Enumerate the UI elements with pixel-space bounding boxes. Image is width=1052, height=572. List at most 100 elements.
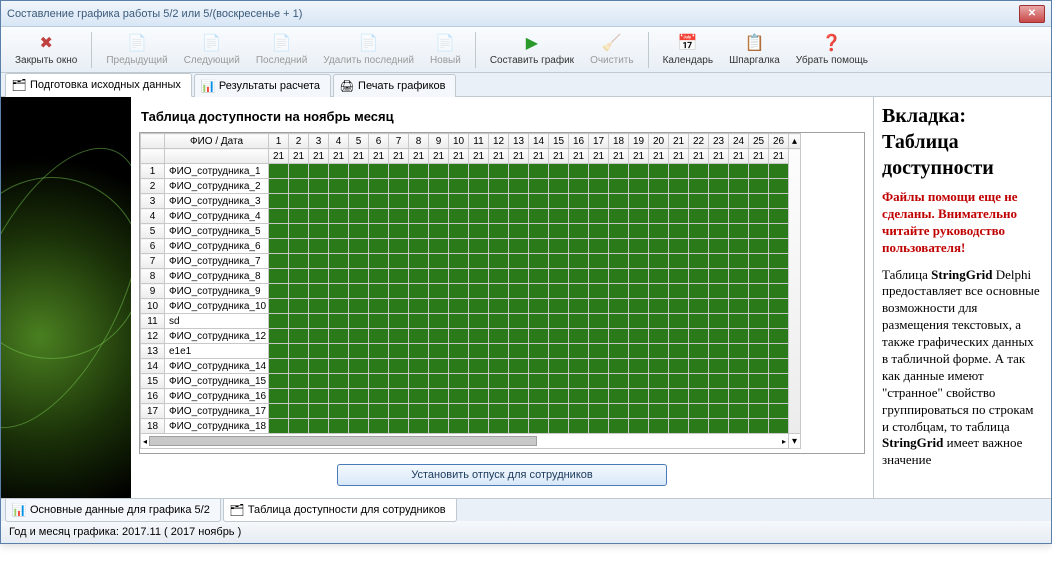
availability-cell[interactable] (309, 419, 329, 434)
availability-cell[interactable] (409, 254, 429, 269)
availability-cell[interactable] (409, 209, 429, 224)
availability-cell[interactable] (529, 374, 549, 389)
fio-cell[interactable]: ФИО_сотрудника_9 (165, 284, 269, 299)
availability-cell[interactable] (689, 254, 709, 269)
availability-cell[interactable] (469, 344, 489, 359)
availability-cell[interactable] (369, 344, 389, 359)
availability-cell[interactable] (769, 389, 789, 404)
availability-cell[interactable] (409, 359, 429, 374)
availability-cell[interactable] (349, 269, 369, 284)
availability-cell[interactable] (589, 194, 609, 209)
availability-cell[interactable] (509, 314, 529, 329)
availability-cell[interactable] (549, 389, 569, 404)
availability-cell[interactable] (649, 179, 669, 194)
availability-cell[interactable] (429, 284, 449, 299)
availability-cell[interactable] (509, 329, 529, 344)
availability-cell[interactable] (449, 224, 469, 239)
availability-cell[interactable] (589, 269, 609, 284)
availability-cell[interactable] (329, 359, 349, 374)
availability-cell[interactable] (529, 314, 549, 329)
availability-cell[interactable] (629, 269, 649, 284)
availability-cell[interactable] (529, 209, 549, 224)
availability-cell[interactable] (389, 269, 409, 284)
availability-cell[interactable] (389, 314, 409, 329)
availability-cell[interactable] (589, 389, 609, 404)
availability-cell[interactable] (669, 239, 689, 254)
availability-cell[interactable] (269, 269, 289, 284)
availability-cell[interactable] (629, 389, 649, 404)
availability-grid[interactable]: ФИО / Дата123456789101112131415161718192… (139, 132, 865, 454)
availability-cell[interactable] (449, 374, 469, 389)
availability-cell[interactable] (609, 209, 629, 224)
availability-cell[interactable] (689, 269, 709, 284)
availability-cell[interactable] (529, 389, 549, 404)
availability-cell[interactable] (489, 374, 509, 389)
availability-cell[interactable] (449, 299, 469, 314)
availability-cell[interactable] (669, 314, 689, 329)
availability-cell[interactable] (389, 224, 409, 239)
availability-cell[interactable] (449, 239, 469, 254)
availability-cell[interactable] (469, 194, 489, 209)
availability-cell[interactable] (669, 269, 689, 284)
availability-cell[interactable] (329, 284, 349, 299)
availability-cell[interactable] (589, 359, 609, 374)
availability-cell[interactable] (309, 164, 329, 179)
availability-cell[interactable] (589, 224, 609, 239)
availability-cell[interactable] (769, 329, 789, 344)
availability-cell[interactable] (529, 254, 549, 269)
availability-cell[interactable] (609, 389, 629, 404)
availability-cell[interactable] (309, 314, 329, 329)
availability-cell[interactable] (469, 389, 489, 404)
availability-cell[interactable] (329, 269, 349, 284)
availability-cell[interactable] (349, 374, 369, 389)
availability-cell[interactable] (429, 164, 449, 179)
availability-cell[interactable] (389, 389, 409, 404)
availability-cell[interactable] (489, 389, 509, 404)
availability-cell[interactable] (429, 344, 449, 359)
availability-cell[interactable] (469, 269, 489, 284)
availability-cell[interactable] (289, 284, 309, 299)
availability-cell[interactable] (509, 389, 529, 404)
availability-cell[interactable] (629, 284, 649, 299)
availability-cell[interactable] (569, 404, 589, 419)
availability-cell[interactable] (329, 389, 349, 404)
availability-cell[interactable] (609, 269, 629, 284)
availability-cell[interactable] (369, 224, 389, 239)
availability-cell[interactable] (609, 359, 629, 374)
availability-cell[interactable] (589, 284, 609, 299)
availability-cell[interactable] (349, 164, 369, 179)
hide-help-button[interactable]: ❓Убрать помощь (790, 31, 874, 68)
availability-cell[interactable] (509, 179, 529, 194)
availability-cell[interactable] (289, 194, 309, 209)
availability-cell[interactable] (309, 404, 329, 419)
availability-cell[interactable] (529, 164, 549, 179)
availability-cell[interactable] (389, 404, 409, 419)
availability-cell[interactable] (729, 374, 749, 389)
availability-cell[interactable] (509, 254, 529, 269)
availability-cell[interactable] (349, 299, 369, 314)
availability-cell[interactable] (329, 224, 349, 239)
availability-cell[interactable] (369, 419, 389, 434)
availability-cell[interactable] (709, 314, 729, 329)
availability-cell[interactable] (729, 329, 749, 344)
availability-cell[interactable] (749, 359, 769, 374)
availability-cell[interactable] (549, 239, 569, 254)
availability-cell[interactable] (549, 179, 569, 194)
availability-cell[interactable] (369, 269, 389, 284)
availability-cell[interactable] (729, 419, 749, 434)
availability-cell[interactable] (269, 254, 289, 269)
availability-cell[interactable] (289, 329, 309, 344)
availability-cell[interactable] (669, 179, 689, 194)
availability-cell[interactable] (709, 284, 729, 299)
availability-cell[interactable] (429, 299, 449, 314)
tab-print[interactable]: 🖨Печать графиков (333, 74, 456, 97)
availability-cell[interactable] (389, 209, 409, 224)
availability-cell[interactable] (449, 194, 469, 209)
availability-cell[interactable] (549, 419, 569, 434)
availability-cell[interactable] (269, 284, 289, 299)
availability-cell[interactable] (429, 359, 449, 374)
availability-cell[interactable] (269, 239, 289, 254)
availability-cell[interactable] (309, 269, 329, 284)
availability-cell[interactable] (509, 269, 529, 284)
availability-cell[interactable] (669, 224, 689, 239)
